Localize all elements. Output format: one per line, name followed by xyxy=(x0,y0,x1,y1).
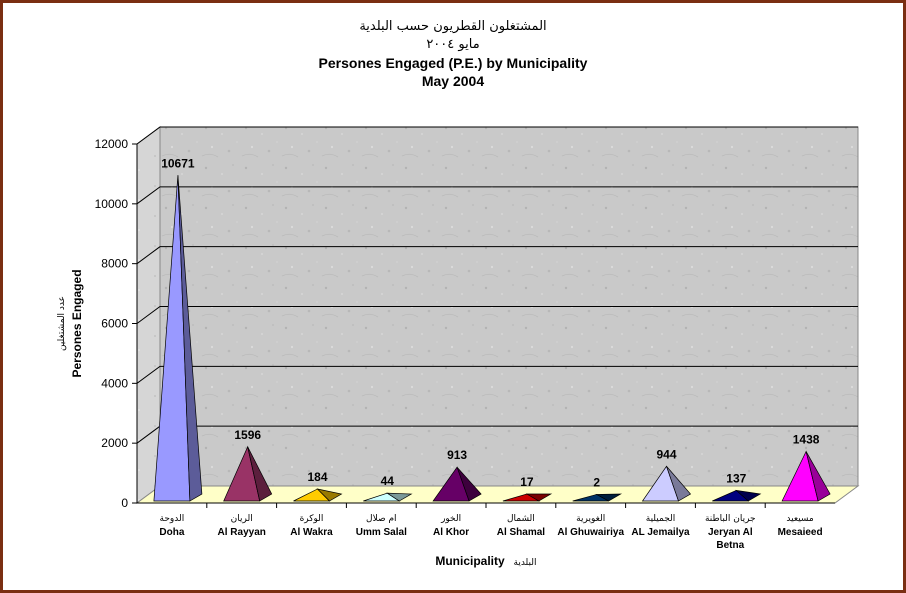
data-label: 137 xyxy=(726,471,746,485)
category-label-arabic: ام صلال xyxy=(366,514,397,524)
x-axis-title: Municipality xyxy=(435,554,505,568)
category-label-arabic: الدوحة xyxy=(160,514,185,524)
data-label: 1596 xyxy=(234,428,261,442)
data-label: 17 xyxy=(520,475,534,489)
y-axis-title-arabic: عدد المشتغلين xyxy=(57,296,67,351)
category-label-arabic: الشمال xyxy=(507,514,535,524)
category-label: Doha xyxy=(159,527,184,538)
category-label-arabic: الجميلية xyxy=(646,514,676,524)
chart-title: Persones Engaged (P.E.) by Municipality xyxy=(318,55,588,71)
gridline xyxy=(136,186,858,205)
data-label: 10671 xyxy=(161,156,195,170)
chart-titles: المشتغلون القطريون حسب البلدية مايو ٢٠٠٤… xyxy=(0,18,906,90)
category-label: Mesaieed xyxy=(778,527,823,538)
category-label: Al Khor xyxy=(433,527,469,538)
data-label: 184 xyxy=(307,470,327,484)
pyramid-side xyxy=(247,446,273,502)
category-label-arabic: مسيعيد xyxy=(786,514,814,524)
category-label-arabic: الغويرية xyxy=(576,514,605,524)
category-label-arabic: جريان الباطنة xyxy=(705,514,756,524)
data-label: 2 xyxy=(593,475,600,489)
category-label-arabic: الريان xyxy=(231,514,253,524)
y-tick-label: 4000 xyxy=(101,376,128,390)
pyramid-side xyxy=(805,451,831,502)
y-tick-label: 8000 xyxy=(101,257,128,271)
gridline xyxy=(136,306,858,324)
pyramid-side xyxy=(316,488,343,502)
y-tick-label: 6000 xyxy=(101,317,128,331)
x-axis-title-arabic: البلدية xyxy=(514,558,537,568)
pyramid-side xyxy=(177,175,203,502)
pyramid-side xyxy=(525,493,553,502)
category-label-arabic: الوكرة xyxy=(300,514,324,524)
gridline xyxy=(136,126,858,145)
data-label: 944 xyxy=(656,447,676,461)
chart-title-arabic: المشتغلون القطريون حسب البلدية xyxy=(359,19,547,34)
category-label: Betna xyxy=(716,540,744,551)
y-tick-label: 2000 xyxy=(101,436,128,450)
chart-subtitle-arabic: مايو ٢٠٠٤ xyxy=(426,37,480,52)
y-tick-label: 10000 xyxy=(95,197,129,211)
pyramid-side xyxy=(386,492,413,502)
data-label: 1438 xyxy=(793,432,820,446)
data-label: 44 xyxy=(381,474,395,488)
data-label: 913 xyxy=(447,448,467,462)
category-label: Al Ghuwairiya xyxy=(557,527,624,538)
category-label: AL Jemailya xyxy=(631,527,690,538)
category-label: Al Wakra xyxy=(290,527,333,538)
pyramid-side xyxy=(666,466,692,502)
y-tick-label: 12000 xyxy=(95,137,129,151)
chart-subtitle: May 2004 xyxy=(421,73,485,89)
y-tick-label: 0 xyxy=(121,496,128,510)
category-label: Jeryan Al xyxy=(708,527,753,538)
category-label-arabic: الخور xyxy=(440,514,461,524)
y-axis-title: Persones Engaged xyxy=(70,269,84,377)
gridline xyxy=(136,246,858,265)
gridline xyxy=(136,365,858,384)
category-label: Al Shamal xyxy=(497,527,546,538)
category-label: Al Rayyan xyxy=(218,527,266,538)
pyramid-side xyxy=(735,489,762,502)
category-label: Umm Salal xyxy=(356,527,407,538)
pyramid-side xyxy=(595,493,623,502)
pyramid-side xyxy=(456,466,482,502)
